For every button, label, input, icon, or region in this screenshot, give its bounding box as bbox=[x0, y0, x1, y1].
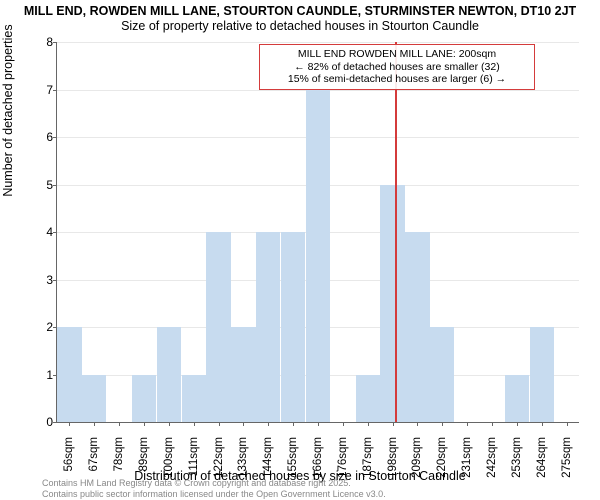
xtick-mark bbox=[194, 422, 195, 426]
xtick-mark bbox=[368, 422, 369, 426]
ytick-mark bbox=[53, 42, 57, 43]
annotation-line3: 15% of semi-detached houses are larger (… bbox=[266, 73, 528, 86]
ytick-mark bbox=[53, 185, 57, 186]
footer-attribution: Contains HM Land Registry data © Crown c… bbox=[42, 478, 386, 499]
xtick-mark bbox=[268, 422, 269, 426]
y-axis-label: Number of detached properties bbox=[1, 24, 15, 196]
histogram-bar bbox=[82, 375, 106, 423]
histogram-bar bbox=[157, 327, 181, 422]
ytick-mark bbox=[53, 422, 57, 423]
xtick-mark bbox=[144, 422, 145, 426]
ytick-label: 8 bbox=[35, 35, 53, 49]
ytick-label: 5 bbox=[35, 178, 53, 192]
ytick-label: 4 bbox=[35, 225, 53, 239]
ytick-label: 7 bbox=[35, 83, 53, 97]
xtick-mark bbox=[343, 422, 344, 426]
histogram-bar bbox=[380, 185, 404, 423]
footer-line2: Contains public sector information licen… bbox=[42, 489, 386, 499]
xtick-mark bbox=[219, 422, 220, 426]
histogram-bar bbox=[57, 327, 81, 422]
xtick-mark bbox=[69, 422, 70, 426]
histogram-bar bbox=[505, 375, 529, 423]
ytick-label: 2 bbox=[35, 320, 53, 334]
histogram-bar bbox=[182, 375, 206, 423]
xtick-mark bbox=[119, 422, 120, 426]
gridline bbox=[57, 42, 579, 43]
histogram-bar bbox=[306, 90, 330, 423]
chart-title-sub: Size of property relative to detached ho… bbox=[0, 18, 600, 33]
xtick-mark bbox=[318, 422, 319, 426]
xtick-mark bbox=[393, 422, 394, 426]
ytick-mark bbox=[53, 280, 57, 281]
xtick-mark bbox=[243, 422, 244, 426]
ytick-mark bbox=[53, 232, 57, 233]
histogram-bar bbox=[132, 375, 156, 423]
xtick-mark bbox=[517, 422, 518, 426]
histogram-bar bbox=[530, 327, 554, 422]
xtick-mark bbox=[169, 422, 170, 426]
xtick-mark bbox=[492, 422, 493, 426]
chart-title-main: MILL END, ROWDEN MILL LANE, STOURTON CAU… bbox=[0, 0, 600, 18]
ytick-mark bbox=[53, 137, 57, 138]
xtick-mark bbox=[94, 422, 95, 426]
histogram-bar bbox=[281, 232, 305, 422]
xtick-mark bbox=[467, 422, 468, 426]
histogram-bar bbox=[405, 232, 429, 422]
chart-container: MILL END, ROWDEN MILL LANE, STOURTON CAU… bbox=[0, 0, 600, 500]
marker-line bbox=[395, 42, 397, 422]
xtick-mark bbox=[542, 422, 543, 426]
annotation-line2: ← 82% of detached houses are smaller (32… bbox=[266, 61, 528, 74]
xtick-mark bbox=[567, 422, 568, 426]
histogram-bar bbox=[231, 327, 255, 422]
xtick-mark bbox=[442, 422, 443, 426]
ytick-label: 6 bbox=[35, 130, 53, 144]
histogram-bar bbox=[206, 232, 230, 422]
footer-line1: Contains HM Land Registry data © Crown c… bbox=[42, 478, 386, 488]
xtick-mark bbox=[417, 422, 418, 426]
xtick-mark bbox=[293, 422, 294, 426]
histogram-bar bbox=[256, 232, 280, 422]
ytick-mark bbox=[53, 90, 57, 91]
histogram-bar bbox=[356, 375, 380, 423]
ytick-label: 0 bbox=[35, 415, 53, 429]
plot-area: 01234567856sqm67sqm78sqm89sqm100sqm111sq… bbox=[56, 42, 579, 423]
histogram-bar bbox=[430, 327, 454, 422]
annotation-line1: MILL END ROWDEN MILL LANE: 200sqm bbox=[266, 48, 528, 61]
annotation-box: MILL END ROWDEN MILL LANE: 200sqm ← 82% … bbox=[259, 44, 535, 90]
ytick-label: 3 bbox=[35, 273, 53, 287]
ytick-label: 1 bbox=[35, 368, 53, 382]
